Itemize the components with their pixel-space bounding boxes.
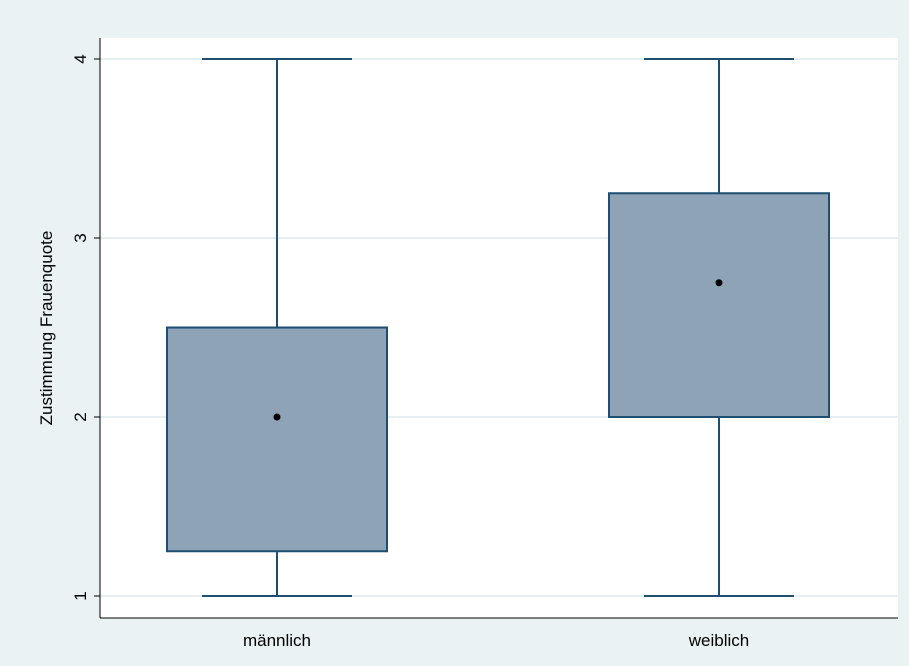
y-tick-label: 2	[71, 412, 90, 421]
box-group	[166, 58, 830, 597]
y-tick-label: 4	[71, 54, 90, 63]
y-tick-label: 1	[71, 591, 90, 600]
x-category-label: männlich	[243, 631, 311, 650]
median-marker	[273, 413, 281, 421]
x-category-label: weiblich	[688, 631, 749, 650]
box-1	[608, 58, 830, 597]
box-0	[166, 58, 388, 597]
box-iqr	[166, 326, 388, 553]
y-ticks: 1 2 3 4	[71, 54, 100, 601]
box-iqr	[608, 192, 830, 418]
y-axis-title: Zustimmung Frauenquote	[37, 231, 56, 426]
y-tick-label: 3	[71, 233, 90, 242]
median-marker	[715, 279, 723, 287]
x-category-labels: männlich weiblich	[243, 631, 749, 650]
